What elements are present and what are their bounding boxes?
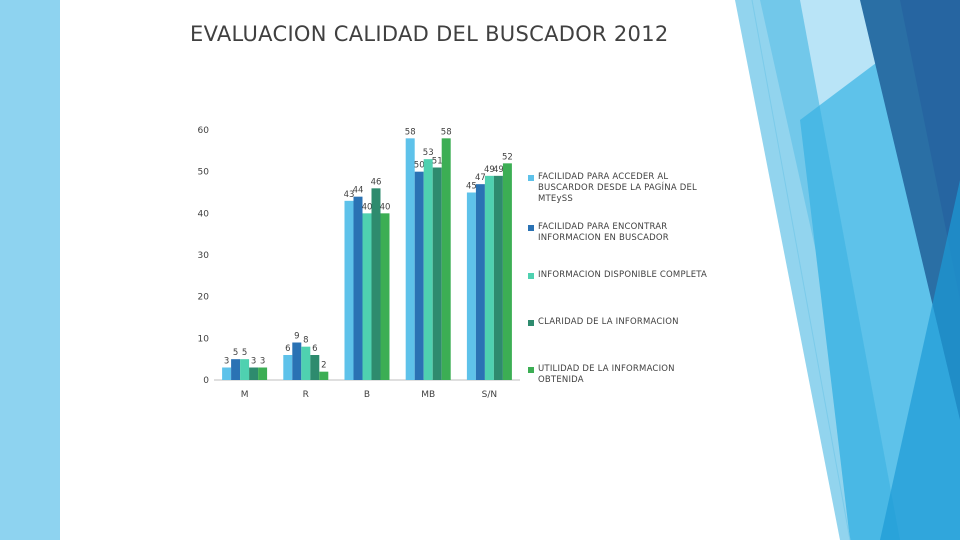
legend-item-series-2: FACILIDAD PARA ENCONTRAR INFORMACION EN …	[528, 222, 708, 244]
bar-s4-4	[493, 175, 503, 380]
x-tick-label-2: B	[364, 390, 370, 400]
data-label-s3-2: 40	[362, 202, 373, 212]
y-tick-label-2: 20	[198, 293, 210, 303]
bar-s5-1	[319, 371, 329, 380]
data-label-s1-4: 45	[466, 182, 477, 192]
data-label-s2-3: 50	[414, 161, 425, 171]
data-label-s1-0: 3	[224, 357, 229, 367]
legend-swatch-4	[528, 320, 534, 326]
bar-s1-1	[283, 355, 293, 380]
data-label-s3-0: 5	[242, 348, 247, 358]
data-label-s4-0: 3	[251, 357, 256, 367]
bar-s2-4	[475, 184, 485, 380]
legend-label-1: FACILIDAD PARA ACCEDER AL BUSCARDOR DESD…	[538, 172, 697, 204]
bar-s3-4	[484, 175, 494, 380]
bar-s2-2	[353, 196, 363, 380]
bar-s2-1	[292, 342, 302, 380]
legend-item-series-4: CLARIDAD DE LA INFORMACION	[528, 317, 679, 328]
data-label-s5-3: 58	[441, 127, 452, 137]
legend-item-series-3: INFORMACION DISPONIBLE COMPLETA	[528, 270, 707, 281]
y-tick-label-6: 60	[198, 126, 210, 136]
data-label-s3-4: 49	[484, 165, 495, 175]
bar-s1-0	[222, 367, 232, 380]
data-label-s5-4: 52	[502, 152, 513, 162]
data-label-s3-1: 8	[303, 336, 308, 346]
legend-swatch-2	[528, 225, 534, 231]
data-label-s2-0: 5	[233, 348, 238, 358]
x-tick-label-0: M	[241, 390, 249, 400]
y-tick-label-5: 50	[198, 168, 210, 178]
bar-s5-4	[502, 163, 512, 380]
legend-swatch-5	[528, 367, 534, 373]
data-label-s2-4: 47	[475, 173, 486, 183]
data-label-s1-3: 58	[405, 127, 416, 137]
bar-s3-2	[362, 213, 372, 380]
bar-s1-4	[466, 192, 476, 380]
legend-item-series-1: FACILIDAD PARA ACCEDER AL BUSCARDOR DESD…	[528, 172, 708, 205]
x-tick-label-4: S/N	[482, 390, 497, 400]
legend-swatch-1	[528, 175, 534, 181]
legend-label-5: UTILIDAD DE LA INFORMACION OBTENIDA	[538, 364, 675, 385]
legend-label-3: INFORMACION DISPONIBLE COMPLETA	[538, 270, 708, 280]
data-label-s4-1: 6	[312, 344, 317, 354]
data-label-s1-2: 43	[344, 190, 355, 200]
y-tick-label-1: 10	[198, 334, 210, 344]
legend-swatch-3	[528, 273, 534, 279]
bar-s2-0	[231, 359, 241, 380]
bar-s4-1	[310, 355, 320, 380]
x-tick-label-1: R	[303, 390, 309, 400]
right-accent-deep	[900, 0, 960, 300]
right-accent-bottom	[880, 180, 960, 540]
data-label-s4-4: 49	[493, 165, 504, 175]
data-label-s3-3: 53	[423, 148, 434, 158]
data-label-s1-1: 6	[285, 344, 290, 354]
bar-s5-3	[441, 138, 451, 380]
bar-s1-2	[344, 200, 354, 380]
data-label-s5-1: 2	[321, 361, 326, 371]
legend-label-2: FACILIDAD PARA ENCONTRAR INFORMACION EN …	[538, 222, 669, 243]
bar-s4-2	[371, 188, 381, 380]
bar-s4-0	[249, 367, 259, 380]
bar-s2-3	[414, 171, 424, 380]
slide-title: EVALUACION CALIDAD DEL BUSCADOR 2012	[190, 22, 669, 46]
y-tick-label-4: 40	[198, 209, 210, 219]
bar-s3-3	[423, 159, 433, 380]
left-accent-panel	[0, 0, 60, 540]
data-label-s4-2: 46	[371, 177, 382, 187]
data-label-s2-2: 44	[353, 186, 364, 196]
data-label-s5-0: 3	[260, 357, 265, 367]
data-label-s4-3: 51	[432, 157, 443, 167]
y-tick-label-3: 30	[198, 251, 210, 261]
bar-s3-1	[301, 346, 311, 380]
bar-s4-3	[432, 167, 442, 380]
bar-s5-0	[258, 367, 268, 380]
data-label-s5-2: 40	[380, 202, 391, 212]
bar-s3-0	[240, 359, 250, 380]
bar-s5-2	[380, 213, 390, 380]
y-tick-label-0: 0	[203, 376, 209, 386]
x-tick-label-3: MB	[421, 390, 435, 400]
legend-item-series-5: UTILIDAD DE LA INFORMACION OBTENIDA	[528, 364, 708, 386]
right-accent-line	[751, 0, 851, 540]
legend-label-4: CLARIDAD DE LA INFORMACION	[538, 317, 679, 327]
data-label-s2-1: 9	[294, 332, 299, 342]
bar-s1-3	[405, 138, 415, 380]
